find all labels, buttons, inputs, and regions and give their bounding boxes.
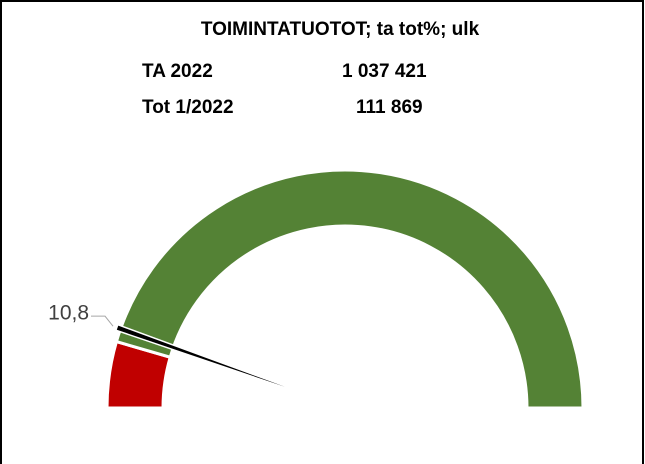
row-value: 1 037 421 [342, 61, 427, 82]
leader-line [91, 315, 114, 327]
row-value: 111 869 [356, 97, 423, 118]
needle [114, 323, 346, 409]
value-label: 10,8 [48, 302, 89, 325]
chart-title: TOIMINTATUOTOT; ta tot%; ulk [201, 19, 480, 40]
row-label: Tot 1/2022 [142, 97, 234, 118]
row-label: TA 2022 [142, 61, 213, 82]
gauge-band [114, 168, 585, 410]
